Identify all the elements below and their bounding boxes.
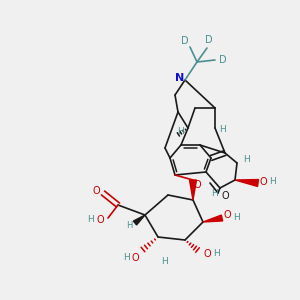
Text: H: H: [88, 214, 94, 224]
Text: H: H: [126, 220, 132, 230]
Text: H: H: [212, 188, 218, 197]
Text: D: D: [181, 36, 189, 46]
Text: O: O: [203, 249, 211, 259]
Polygon shape: [203, 215, 223, 222]
Text: H: H: [232, 214, 239, 223]
Text: H: H: [177, 127, 183, 136]
Text: D: D: [219, 55, 227, 65]
Text: D: D: [205, 35, 213, 45]
Text: H: H: [268, 176, 275, 185]
Text: O: O: [221, 191, 229, 201]
Polygon shape: [235, 179, 259, 187]
Text: O: O: [131, 253, 139, 263]
Text: O: O: [193, 180, 201, 190]
Text: O: O: [96, 215, 104, 225]
Text: H: H: [213, 250, 219, 259]
Text: H: H: [162, 257, 168, 266]
Polygon shape: [190, 180, 196, 200]
Text: O: O: [259, 177, 267, 187]
Text: N: N: [176, 73, 184, 83]
Text: H: H: [243, 154, 249, 164]
Text: H: H: [220, 125, 226, 134]
Text: O: O: [223, 210, 231, 220]
Polygon shape: [134, 215, 145, 225]
Text: H: H: [123, 254, 129, 262]
Text: O: O: [92, 186, 100, 196]
